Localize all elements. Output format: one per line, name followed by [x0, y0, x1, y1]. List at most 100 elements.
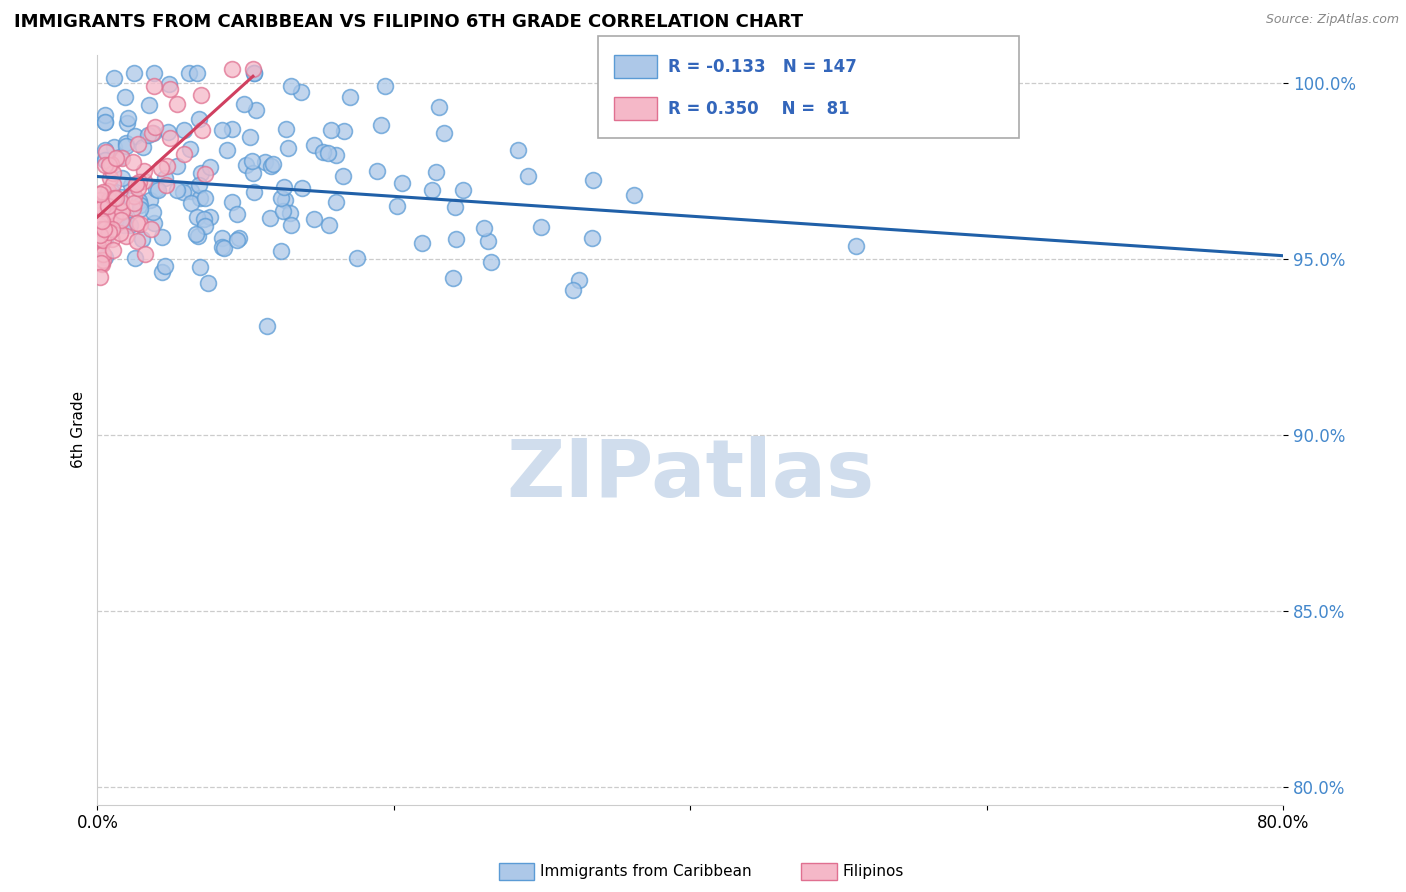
Point: [129, 202, 152, 216]
Point: [114, 211, 136, 225]
Point: [96, 221, 118, 235]
Point: [142, 78, 165, 93]
Point: [374, 79, 396, 94]
Point: [101, 177, 124, 191]
Point: [187, 112, 209, 127]
Point: [259, 211, 281, 225]
Point: [191, 123, 214, 137]
Point: [159, 130, 181, 145]
Point: [108, 226, 131, 240]
Point: [103, 71, 125, 86]
Point: [89, 186, 111, 201]
Point: [280, 206, 302, 220]
Point: [131, 232, 153, 246]
Point: [100, 195, 122, 210]
Point: [221, 195, 243, 210]
Point: [157, 77, 180, 91]
Text: Immigrants from Caribbean: Immigrants from Caribbean: [540, 864, 752, 879]
Point: [90, 201, 112, 215]
Point: [98, 159, 121, 173]
Point: [96, 184, 118, 198]
Point: [141, 126, 163, 140]
Point: [127, 136, 149, 151]
Point: [291, 180, 314, 194]
Point: [159, 81, 181, 95]
Point: [304, 211, 326, 226]
Point: [100, 222, 122, 236]
Point: [89, 231, 111, 245]
Point: [155, 178, 177, 193]
Point: [156, 159, 179, 173]
Point: [132, 139, 155, 153]
Point: [243, 66, 266, 80]
Point: [100, 157, 122, 171]
Point: [111, 204, 134, 219]
Point: [433, 127, 456, 141]
Point: [128, 217, 150, 231]
Point: [243, 66, 266, 80]
Point: [187, 178, 209, 192]
Point: [94, 115, 117, 129]
Point: [94, 159, 117, 173]
Point: [110, 194, 132, 209]
Point: [150, 265, 173, 279]
Point: [100, 208, 122, 222]
Point: [132, 174, 155, 188]
Point: [232, 97, 254, 112]
Point: [127, 234, 149, 248]
Point: [115, 228, 138, 243]
Point: [186, 66, 208, 80]
Point: [89, 227, 111, 242]
Point: [172, 185, 194, 199]
Text: IMMIGRANTS FROM CARIBBEAN VS FILIPINO 6TH GRADE CORRELATION CHART: IMMIGRANTS FROM CARIBBEAN VS FILIPINO 6T…: [14, 13, 803, 31]
Point: [98, 171, 121, 186]
Point: [215, 143, 238, 157]
Point: [105, 151, 128, 165]
Point: [110, 205, 132, 219]
Point: [277, 141, 299, 155]
Point: [451, 183, 474, 197]
Point: [118, 219, 141, 233]
Point: [427, 99, 450, 113]
Point: [94, 251, 117, 265]
Point: [270, 191, 292, 205]
Point: [273, 194, 295, 208]
Point: [332, 169, 354, 184]
Point: [243, 186, 266, 200]
Y-axis label: 6th Grade: 6th Grade: [72, 392, 86, 468]
Point: [273, 180, 295, 194]
Point: [98, 193, 121, 207]
Point: [101, 232, 124, 246]
Point: [332, 124, 354, 138]
Point: [89, 233, 111, 247]
Point: [198, 211, 221, 225]
Point: [211, 240, 233, 254]
Point: [173, 123, 195, 137]
Point: [96, 205, 118, 219]
Point: [122, 66, 145, 80]
Point: [325, 194, 347, 209]
Point: [91, 246, 114, 260]
Text: R = 0.350    N =  81: R = 0.350 N = 81: [668, 100, 849, 118]
Point: [508, 143, 530, 157]
Point: [90, 256, 112, 270]
Point: [142, 205, 165, 219]
Point: [134, 164, 156, 178]
Point: [180, 195, 202, 210]
Point: [110, 190, 132, 204]
Point: [127, 181, 149, 195]
Point: [420, 183, 443, 197]
Point: [117, 116, 139, 130]
Point: [90, 238, 112, 252]
Point: [280, 218, 302, 232]
Point: [242, 165, 264, 179]
Point: [187, 228, 209, 243]
Point: [190, 166, 212, 180]
Text: R = -0.133   N = 147: R = -0.133 N = 147: [668, 58, 856, 76]
Point: [124, 177, 146, 191]
Point: [325, 148, 347, 162]
Point: [239, 130, 262, 145]
Point: [90, 214, 112, 228]
Point: [93, 202, 115, 216]
Point: [259, 159, 281, 173]
